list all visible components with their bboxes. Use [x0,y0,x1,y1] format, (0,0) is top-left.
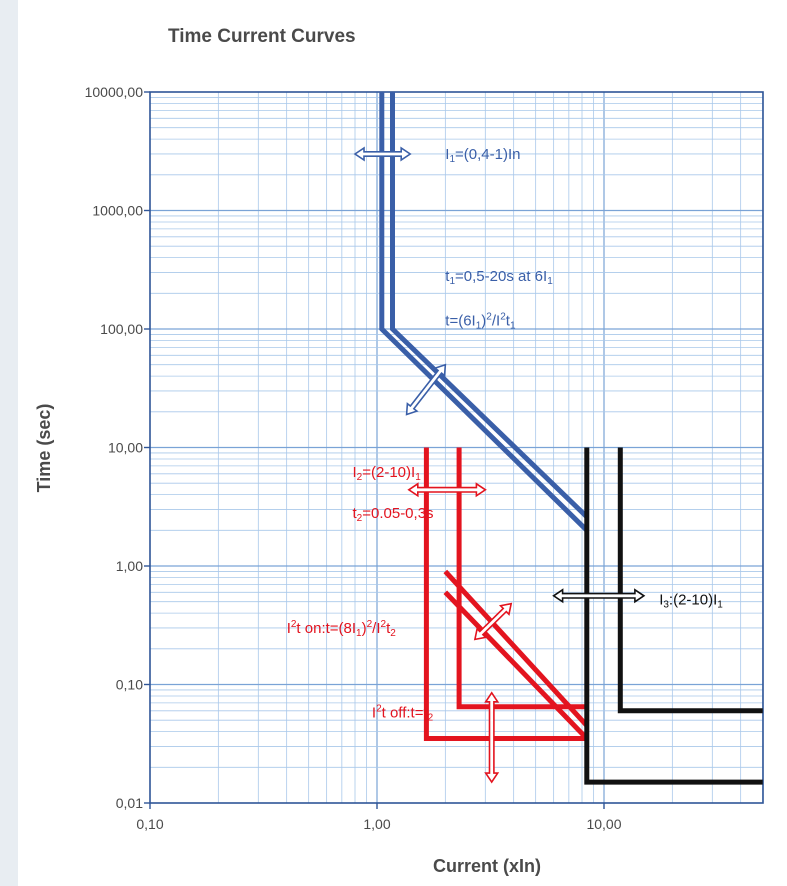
annotation-part: t [353,505,358,522]
annotation-part: 2 [376,704,382,715]
adjust-arrow [473,602,513,641]
annotation-part: t=(6I [445,313,475,330]
annotation-part: =(0,4-1)In [455,146,520,163]
annotation-part: =0.05-0,3s [362,505,433,522]
annotation-part: =0,5-20s at 6I [455,268,547,285]
adjustment-arrows [353,146,646,784]
left-shadow [0,0,18,886]
annotation-part: t [445,268,450,285]
annotation-t1f: t=(6I1)2/I2t1 [445,312,516,332]
adjust-arrow [405,363,447,416]
curve-line [584,447,763,785]
adjust-arrow [484,691,500,784]
annotation-part: 2 [367,619,373,630]
curve-line [617,447,763,714]
annotation-part: 2 [357,513,363,524]
y-axis-title: Time (sec) [34,404,54,493]
x-tick-label: 10,00 [586,816,621,832]
annotation-t1: t1=0,5-20s at 6I1 [445,268,553,287]
curve-line [379,92,589,533]
y-tick-label: 0,01 [116,795,143,811]
annotation-part: /I [372,620,380,637]
curve-line [390,92,589,519]
annotation-part: I [287,620,291,637]
y-tick-label: 1000,00 [92,203,143,219]
annotation-part: 1 [356,628,362,639]
annotation-part: 2 [486,312,492,323]
annotation-i3: I3:(2-10)I1 [659,592,723,611]
chart-title: Time Current Curves [168,26,356,47]
annotation-i2toff: I2t off:t=t2 [372,704,434,724]
annotation-t2: t2=0.05-0,3s [353,505,434,524]
annotation-part: 1 [449,276,455,287]
y-tick-label: 10,00 [108,440,143,456]
x-tick-label: 0,10 [136,816,163,832]
curve-line [443,590,589,741]
adjust-arrow [552,588,646,604]
annotation-part: 1 [476,321,482,332]
annotation-part: ) [481,313,486,330]
annotation-part: t on:t=(8I [296,620,356,637]
annotation-i1: I1=(0,4-1)In [445,146,520,165]
annotation-part: 2 [357,472,363,483]
annotation-part: 1 [510,321,516,332]
annotation-part: 2 [500,312,506,323]
annotation-i2: I2=(2-10)I1 [353,464,422,483]
x-axis-title: Current (xIn) [433,856,541,876]
adjust-arrow [353,146,412,162]
annotation-i2ton: I2t on:t=(8I1)2/I2t2 [287,619,397,639]
annotation-part: I [445,146,449,163]
annotation-part: 1 [547,276,553,287]
annotation-part: I [353,464,357,481]
annotation-part: 2 [428,713,434,724]
annotation-part: :(2-10)I [669,592,717,609]
annotation-part: t off:t=t [382,705,429,722]
annotation-part: t [506,313,511,330]
curves [379,92,763,785]
ticks: 10000,00 1000,00 100,00 10,00 1,00 0,10 0,01 0,… [85,84,622,832]
x-tick-label: 1,00 [363,816,390,832]
y-tick-label: 10000,00 [85,84,144,100]
annotation-part: t [386,620,391,637]
y-tick-label: 100,00 [100,321,143,337]
y-tick-label: 0,10 [116,677,143,693]
annotation-part: I [659,592,663,609]
annotation-part: =(2-10)I [362,464,415,481]
annotation-part: /I [492,313,500,330]
annotation-part: 1 [449,154,455,165]
annotation-part: 3 [663,600,669,611]
annotation-part: 1 [717,600,723,611]
annotation-part: 2 [291,619,297,630]
annotation-part: ) [362,620,367,637]
annotation-part: I [372,705,376,722]
annotation-part: 2 [381,619,387,630]
curve-line [443,569,589,728]
annotation-part: 1 [415,472,421,483]
adjust-arrow [407,482,487,498]
y-tick-label: 1,00 [116,558,143,574]
curve-line [423,447,587,741]
grid [150,92,764,803]
curve-line [456,447,587,710]
annotation-part: 2 [390,628,396,639]
